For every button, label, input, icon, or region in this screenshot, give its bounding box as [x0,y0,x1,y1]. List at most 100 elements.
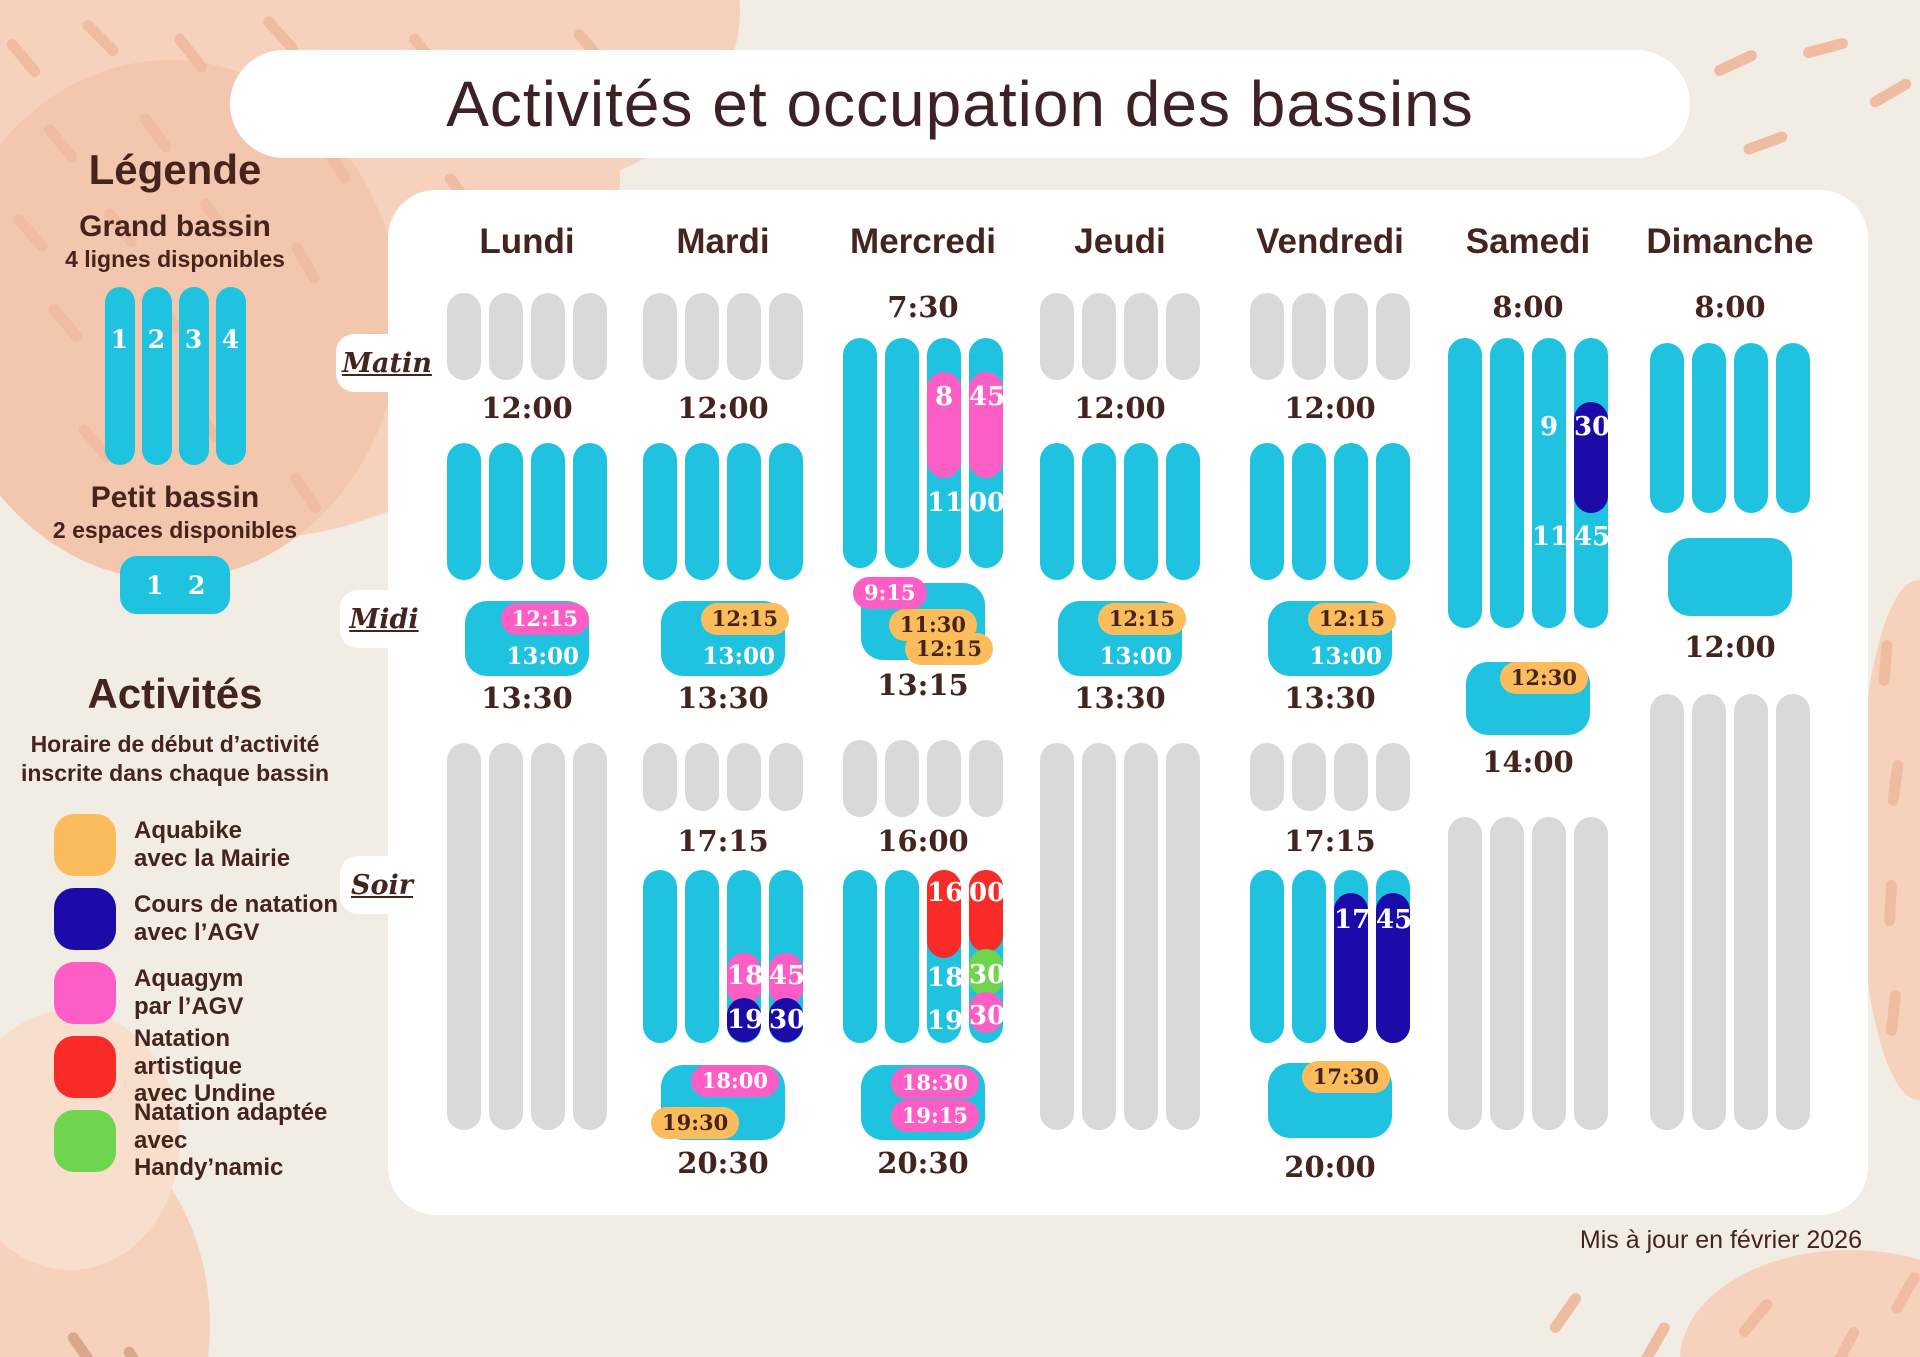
pool-lane-2 [1082,743,1116,1130]
pool-lane-3 [927,740,961,817]
pool-lane-3 [531,743,565,1130]
vendredi-time-label: 20:00 [1284,1150,1376,1184]
pool-lane-2 [685,293,719,380]
vendredi-small-basin: 17:30 [1268,1061,1392,1138]
pool-lane-4 [1166,743,1200,1130]
pool-lane-3 [727,743,761,811]
activity-segment-navy [1376,893,1410,1043]
mardi-time-label: 13:30 [677,681,769,715]
legend-lane-1: 1 [104,287,135,465]
pool-lane-3 [1124,743,1158,1130]
day-header-jeudi: Jeudi [1074,222,1166,261]
page-title: Activités et occupation des bassins [446,68,1474,140]
activity-segment-navy [1574,402,1608,513]
activity-org: avec Undine [134,1080,276,1108]
activity-name: Aquagym [134,964,244,992]
mardi-lane-group [643,293,803,380]
activity-label: Natation artistique avec Undine [134,1025,340,1108]
row-label-midi-text: Midi [349,603,419,635]
pool-lane-3 [1334,443,1368,580]
pool-lane-1 [447,743,481,1130]
vendredi-small-basin: 12:15 13:00 [1268,601,1396,676]
activities-note-line1: Horaire de début d’activité [30,731,320,757]
decor-dash [1547,1291,1584,1335]
footer-note: Mis à jour en février 2026 [1579,1226,1862,1254]
legend-lane-number: 2 [147,325,166,354]
lane-time-digit: 45 [769,961,806,991]
activity-name: Cours de natation [134,890,339,918]
lane-time-digit: 11 [927,488,964,518]
activity-segment-pink [727,953,761,1005]
pool-lane-4 [769,293,803,380]
decor-dash [1801,36,1850,60]
activity-name: Natation artistique [134,1025,243,1080]
pool-lane-3 [727,293,761,380]
vendredi-time-label: 12:00 [1284,391,1376,425]
grand-bassin-title: Grand bassin [79,210,271,243]
pool-lane-1 [843,338,877,568]
vendredi-lane-group: 17 45 [1250,870,1412,1043]
samedi-time-label: 8:00 [1492,290,1564,324]
pool-lane-3: 17 [1334,870,1370,1043]
pool-lane-2 [489,743,523,1130]
pool-lane-2 [685,743,719,811]
mardi-lane-group: 18 19 45 30 [643,870,806,1043]
pool-lane-1 [1650,343,1684,513]
activities-note-line2: inscrite dans chaque bassin [20,759,330,786]
activity-pill-orange: 17:30 [1301,1061,1390,1093]
petit-bassin-subtitle: 2 espaces disponibles [52,517,298,543]
legend-space-number: 1 [146,571,164,600]
pool-lane-2 [489,443,523,580]
pool-lane-4: 45 [1376,870,1412,1043]
jeudi-lane-group [1040,743,1200,1130]
mercredi-lane-group: 8 11 45 00 [843,338,1006,568]
lundi-lane-group [447,743,607,1130]
pool-lane-2 [1490,817,1524,1130]
lane-time-digit: 18 [927,963,964,993]
basin-time: 13:00 [506,643,579,670]
activity-swatch-1 [54,887,116,950]
pool-lane-1 [1448,817,1482,1130]
lane-time-digit: 00 [969,488,1006,518]
pool-lane-2 [1082,443,1116,580]
pool-lane-4 [1574,817,1608,1130]
activity-name: Aquabike [134,816,243,844]
mercredi-time-label: 20:30 [877,1146,969,1180]
activity-segment-red [927,870,961,958]
samedi-small-basin: 12:30 [1466,662,1590,735]
title-box: Activités et occupation des bassins [230,50,1690,158]
legend-lane-2: 2 [141,287,172,465]
pool-lane-2 [685,443,719,580]
pool-lane-1 [447,293,481,380]
pool-lane-1 [843,870,877,1043]
legend-panel: Légende Grand bassin 4 lignes disponible… [10,146,340,1181]
activity-pill-pink: 19:15 [890,1100,979,1132]
mardi-time-label: 20:30 [677,1146,769,1180]
pool-lane-3: 18 19 [727,870,764,1043]
activity-segment-pink [969,992,1003,1033]
activity-name: Natation adaptée [134,1099,328,1127]
lane-time-digit: 19 [727,1005,764,1035]
activity-segment-navy [1334,893,1368,1043]
pool-lane-1 [643,870,677,1043]
pool-lane-3 [1334,293,1368,380]
pool-lane-3 [727,443,761,580]
samedi-lane-group: 9 11 30 45 [1448,338,1610,628]
pool-lane-2 [1082,293,1116,380]
lane-time-digit: 9 [1539,412,1559,442]
pool-lane-2 [885,870,919,1043]
pool-lane-1 [1040,743,1074,1130]
pool-lane-1 [447,443,481,580]
pool-lane-4 [1376,293,1410,380]
pool-lane-1 [1650,694,1684,1130]
pool-lane-1 [1250,743,1284,811]
activities-note: Horaire de début d’activité inscrite dan… [10,730,340,788]
lundi-time-label: 12:00 [481,391,573,425]
legend-lane-3: 3 [178,287,209,465]
activity-pill-orange: 12:15 [904,633,993,665]
activity-pill-pink: 18:30 [890,1067,979,1099]
mercredi-lane-group: 16 18 19 00 30 30 [843,870,1005,1043]
pool-lane-1 [643,443,677,580]
legend-lane-number: 1 [110,325,129,354]
